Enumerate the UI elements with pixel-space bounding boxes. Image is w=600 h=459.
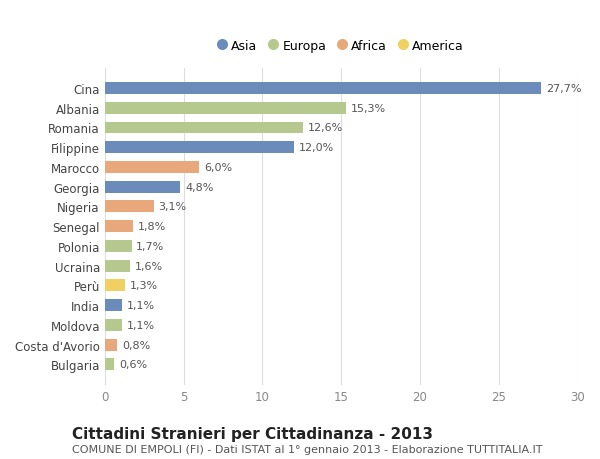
Bar [105,300,122,311]
Text: 15,3%: 15,3% [350,103,386,113]
Bar [105,358,114,370]
Legend: Asia, Europa, Africa, America: Asia, Europa, Africa, America [212,34,470,59]
Text: 0,6%: 0,6% [119,359,147,369]
Text: 27,7%: 27,7% [546,84,581,94]
Text: 12,6%: 12,6% [308,123,343,133]
Bar [105,339,118,351]
Bar [105,260,130,272]
Text: Cittadini Stranieri per Cittadinanza - 2013: Cittadini Stranieri per Cittadinanza - 2… [72,425,433,441]
Bar [105,122,304,134]
Text: 1,7%: 1,7% [136,241,164,252]
Bar [105,162,199,174]
Text: 1,6%: 1,6% [134,261,163,271]
Text: 12,0%: 12,0% [299,143,334,153]
Bar [105,181,181,193]
Text: 4,8%: 4,8% [185,182,214,192]
Text: 1,1%: 1,1% [127,301,155,310]
Bar [105,142,294,154]
Bar [105,83,541,95]
Text: 1,8%: 1,8% [138,222,166,232]
Text: 1,1%: 1,1% [127,320,155,330]
Text: 1,3%: 1,3% [130,281,158,291]
Bar [105,201,154,213]
Text: 0,8%: 0,8% [122,340,151,350]
Text: 3,1%: 3,1% [158,202,187,212]
Text: COMUNE DI EMPOLI (FI) - Dati ISTAT al 1° gennaio 2013 - Elaborazione TUTTITALIA.: COMUNE DI EMPOLI (FI) - Dati ISTAT al 1°… [72,444,542,454]
Bar [105,280,125,292]
Bar [105,241,131,252]
Bar [105,319,122,331]
Text: 6,0%: 6,0% [204,162,232,173]
Bar [105,221,133,233]
Bar [105,102,346,114]
